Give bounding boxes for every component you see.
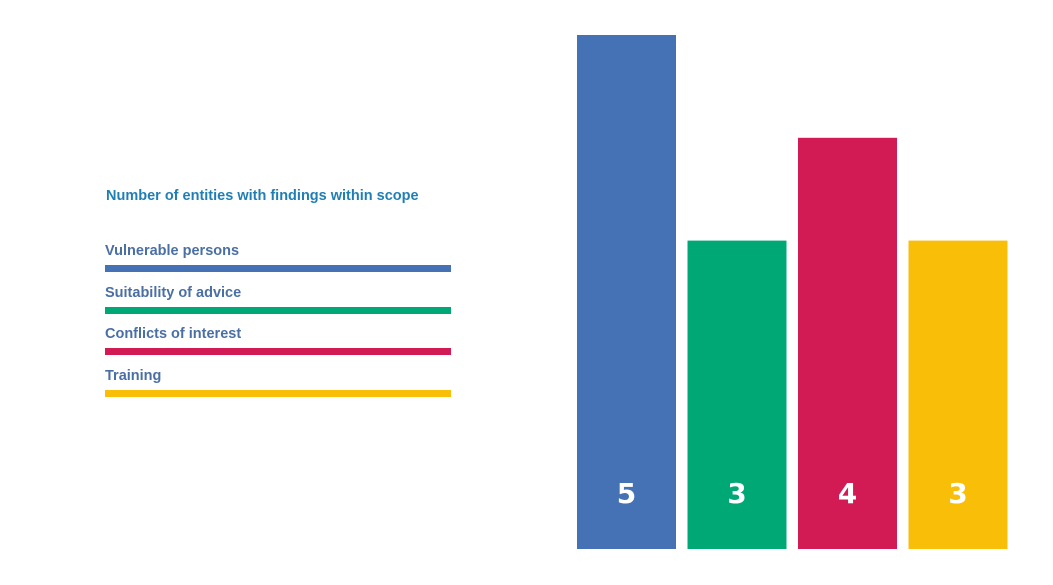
legend-item-vulnerable-persons: Vulnerable persons [105,243,451,285]
legend-label: Suitability of advice [105,284,242,301]
legend-line-suitability-of-advice [105,306,451,314]
legend-line-vulnerable-persons [105,265,451,272]
bar-vulnerable-persons [577,35,676,549]
legend-label: Conflicts of interest [105,326,242,342]
chart-title: Number of entities with findings within … [106,188,419,204]
legend-item-training: Training [105,368,451,410]
legend-line-training [105,389,451,397]
bar-value-label-vulnerable-persons: 5 [617,477,636,510]
bar-value-label-suitability-of-advice: 3 [727,477,746,510]
bar-value-label-training: 3 [948,477,967,510]
legend-item-conflicts-of-interest: Conflicts of interest [105,326,451,368]
legend-item-suitability-of-advice: Suitability of advice [105,285,451,327]
bar-conflicts-of-interest [798,137,897,550]
bar-value-label-conflicts-of-interest: 4 [838,477,857,510]
legend: Vulnerable persons Suitability of advice… [105,243,451,409]
legend-label: Training [105,367,162,384]
bar-training [908,240,1008,549]
bar-suitability-of-advice [687,240,787,549]
legend-line-conflicts-of-interest [105,348,451,355]
legend-label: Vulnerable persons [105,243,240,259]
